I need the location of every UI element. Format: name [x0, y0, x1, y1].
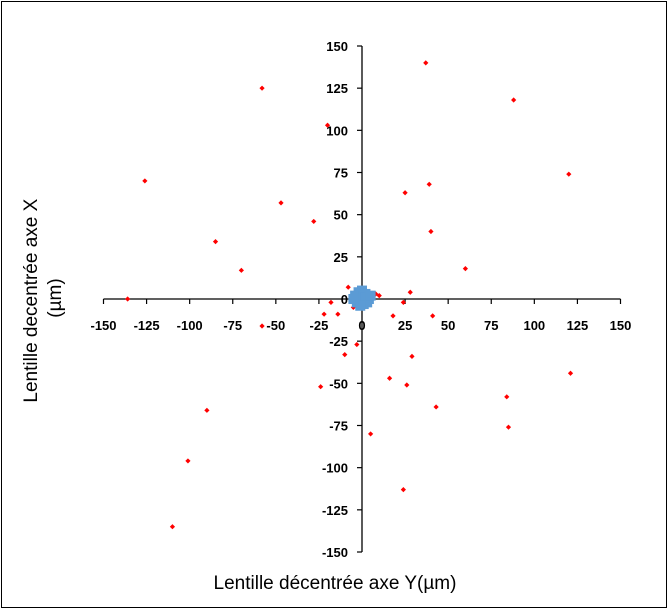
x-tick-label: 150 [610, 318, 632, 333]
data-point-red [185, 458, 191, 464]
data-point-blue [362, 297, 373, 308]
data-point-red [354, 341, 360, 348]
data-point-red [462, 266, 468, 272]
x-tick-label: 100 [523, 318, 545, 333]
data-points [125, 60, 574, 530]
data-point-red [321, 311, 327, 317]
data-point-red [400, 299, 406, 305]
x-tick-label: 125 [567, 318, 589, 333]
y-tick-label: -125 [322, 503, 348, 518]
y-axis-title-line-1: Lentille decentrée axe X [21, 198, 42, 402]
data-point-red [238, 267, 244, 273]
data-point-red [324, 122, 331, 128]
data-point-red [335, 311, 341, 317]
data-point-red [404, 382, 410, 388]
data-point-red [311, 218, 317, 225]
y-tick-label: 150 [326, 39, 348, 54]
data-point-red [428, 228, 434, 235]
data-point-red [169, 524, 176, 530]
data-point-red [345, 284, 351, 290]
data-point-red [328, 299, 334, 305]
y-tick-label: 25 [334, 250, 348, 265]
x-tick-label: 75 [484, 318, 498, 333]
data-point-blue [365, 290, 376, 301]
data-point-red [342, 352, 348, 358]
data-point-red [426, 181, 432, 187]
data-point-red [142, 178, 148, 184]
y-tick-label: -25 [329, 334, 348, 349]
data-point-red [407, 289, 413, 295]
y-axis-title: Lentille decentrée axe X (µm) [21, 193, 66, 402]
data-point-red [505, 424, 512, 430]
data-point-red [433, 404, 439, 410]
data-point-red [368, 431, 374, 437]
x-tick-label: 50 [441, 318, 455, 333]
x-tick-label: -25 [310, 318, 329, 333]
y-tick-label: -100 [322, 461, 348, 476]
data-point-red [567, 370, 574, 376]
data-point-red [259, 85, 265, 91]
data-point-red [400, 486, 406, 493]
data-point-red [376, 293, 382, 299]
y-tick-label: 50 [334, 208, 348, 223]
data-point-red [318, 384, 324, 390]
data-point-red [390, 313, 396, 319]
data-point-blue [355, 300, 366, 311]
data-point-red [259, 323, 265, 329]
y-tick-label: 0 [341, 292, 348, 307]
x-tick-label: -150 [90, 318, 116, 333]
data-point-red [386, 375, 393, 381]
x-axis-title: Lentille décentrée axe Y(µm) [214, 573, 457, 594]
x-tick-label: -75 [223, 318, 242, 333]
data-point-red [511, 97, 517, 103]
y-tick-label: -150 [322, 545, 348, 560]
y-tick-label: -50 [329, 376, 348, 391]
data-point-red [402, 190, 408, 196]
x-tick-label: -50 [266, 318, 285, 333]
data-point-blue [360, 292, 371, 303]
y-tick-label: 125 [326, 81, 348, 96]
tick-labels: -150 -125 -100 -75 -50 -25 0 25 50 75 100 125 150 -15… [90, 39, 631, 560]
data-point-red [125, 296, 131, 302]
y-tick-label: 75 [334, 166, 348, 181]
data-point-red [212, 239, 219, 245]
x-tick-label: 0 [358, 318, 365, 333]
data-point-red [350, 304, 356, 311]
x-tick-label: -100 [177, 318, 203, 333]
y-tick-label: -75 [329, 419, 348, 434]
x-tick-label: -125 [134, 318, 160, 333]
x-tick-label: 25 [398, 318, 412, 333]
data-point-red [430, 313, 436, 319]
data-point-red [423, 60, 429, 66]
data-point-blue [348, 294, 359, 304]
data-point-red [504, 394, 510, 400]
y-axis-title-line-2: (µm) [45, 278, 66, 317]
data-point-red [566, 171, 572, 177]
data-point-red [278, 200, 284, 206]
data-point-red [409, 353, 415, 359]
data-point-red [204, 407, 210, 413]
y-tick-label: 100 [326, 123, 348, 138]
